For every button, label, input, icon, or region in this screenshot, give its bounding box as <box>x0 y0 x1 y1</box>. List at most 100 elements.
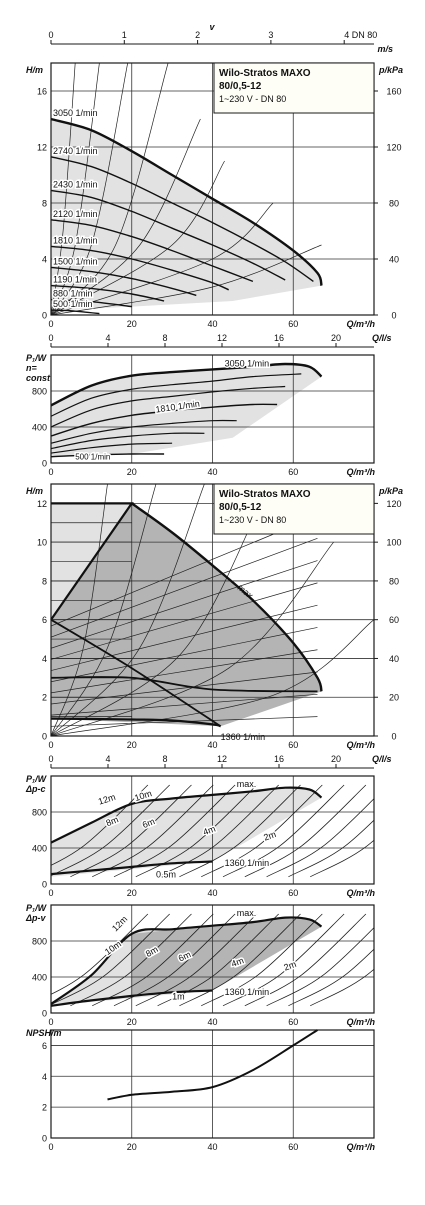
system-curve <box>51 63 100 315</box>
speed-curve <box>50 309 100 315</box>
speed-curve <box>50 245 229 291</box>
contour-line <box>51 913 170 1006</box>
x-tick-label: 20 <box>127 1017 137 1027</box>
x-tick-label: 40 <box>207 467 217 477</box>
power-curve-label: 3050 1/min <box>225 359 270 369</box>
power-curve-label: 12m <box>110 914 129 933</box>
v-scale-title: v <box>209 22 215 32</box>
y-tick-label: 0 <box>42 459 47 469</box>
legend-title: Wilo-Stratos MAXO <box>219 489 311 500</box>
y-tick-label: 16 <box>37 87 47 97</box>
y-axis-title: P₁/W <box>26 353 48 363</box>
q-ls-scale-tick-label: 4 <box>105 754 110 764</box>
speed-curve <box>50 189 286 281</box>
y-tick-label: 0 <box>42 311 47 321</box>
y-axis-subtitle: const <box>26 373 51 383</box>
power-curve <box>50 419 237 444</box>
power-curve <box>50 362 323 407</box>
legend-subtitle: 1~230 V - DN 80 <box>219 94 286 104</box>
q-ls-scale-tick-label: 4 <box>105 333 110 343</box>
power-curve-label: 500 1/min <box>75 452 110 461</box>
legend-box <box>213 483 375 535</box>
speed-curve <box>50 117 323 286</box>
power-curve <box>50 403 278 437</box>
y-right-tick-label: 120 <box>386 499 401 509</box>
power-curve-label: 12m <box>97 792 117 807</box>
y-tick-label: 0 <box>42 880 47 890</box>
legend-title: Wilo-Stratos MAXO <box>219 68 311 79</box>
power-curve <box>50 786 323 844</box>
q-ls-scale-tick-label: 16 <box>274 333 284 343</box>
speed-curve <box>50 284 165 302</box>
operating-range-fill <box>51 364 322 458</box>
y-right-tick-label: 0 <box>391 732 396 742</box>
dark-range-fill <box>131 917 322 996</box>
power-curve-label: 1m <box>172 992 185 1002</box>
x-axis-title: Q/m³/h <box>347 319 376 329</box>
y-axis-title: H/m <box>26 65 43 75</box>
x-tick-label: 0 <box>48 888 53 898</box>
speed-curve-label: 1500 1/min <box>53 256 98 266</box>
contour-line <box>288 819 374 878</box>
x-tick-label: 40 <box>207 1142 217 1152</box>
q-ls-scale-tick-label: 20 <box>331 754 341 764</box>
x-tick-label: 0 <box>48 1142 53 1152</box>
q-ls-scale-unit: Q/l/s <box>372 754 392 764</box>
y-tick-label: 0 <box>42 732 47 742</box>
power-curve-label: 2m <box>262 829 277 843</box>
y-tick-label: 400 <box>32 973 47 983</box>
dp-c-outline <box>50 676 318 693</box>
x-tick-label: 60 <box>288 888 298 898</box>
y-tick-label: 10 <box>37 538 47 548</box>
y-tick-label: 8 <box>42 576 47 586</box>
plot-frame <box>50 354 375 464</box>
speed-curve-label: 2740 1/min <box>53 146 98 156</box>
system-curve <box>51 63 129 315</box>
speed-curve <box>50 298 132 308</box>
system-curve <box>51 160 225 315</box>
contour-line <box>51 784 170 877</box>
dp-c-max-outline <box>50 502 134 621</box>
speed-curve <box>50 266 197 297</box>
contour-line <box>92 784 214 878</box>
y-right-tick-label: 40 <box>389 255 399 265</box>
q-ls-scale-tick-label: 8 <box>162 333 167 343</box>
min-curve-label: 1360 1/min <box>221 732 266 742</box>
speed-curve-label: 1190 1/min <box>53 275 97 285</box>
speed-curve-label: 500 1/min <box>53 299 93 309</box>
dp-v-line <box>51 604 318 671</box>
y-tick-label: 4 <box>42 654 47 664</box>
power-curve <box>50 860 213 876</box>
dp-v-line <box>51 560 318 649</box>
q-ls-scale-tick-label: 0 <box>48 333 53 343</box>
x-tick-label: 20 <box>127 740 137 750</box>
q-ls-scale-tick-label: 8 <box>162 754 167 764</box>
y-tick-label: 4 <box>42 255 47 265</box>
x-tick-label: 60 <box>288 1017 298 1027</box>
system-curve <box>51 541 334 736</box>
speed-curve-label: 3050 1/min <box>53 108 98 118</box>
y-tick-label: 4 <box>42 1072 47 1082</box>
npsh-curve <box>107 1029 319 1101</box>
v-scale-tick-label: 3 <box>268 30 273 40</box>
power-curve <box>50 916 323 1005</box>
contour-line <box>135 913 258 1007</box>
x-axis-title: Q/m³/h <box>347 888 376 898</box>
x-tick-label: 60 <box>288 467 298 477</box>
y-right-tick-label: 60 <box>389 615 399 625</box>
contour-line <box>51 913 149 995</box>
contour-line <box>222 784 345 878</box>
y-tick-label: 12 <box>37 143 47 153</box>
q-ls-scale-tick-label: 20 <box>331 333 341 343</box>
dp-v-min-outline <box>50 618 222 728</box>
system-curve <box>51 484 205 736</box>
x-tick-label: 0 <box>48 319 53 329</box>
y-axis-title: NPSH/m <box>26 1028 62 1038</box>
contour-line <box>179 913 301 1007</box>
speed-curve <box>50 156 314 282</box>
dp-v-line <box>51 649 318 694</box>
system-curve <box>51 63 76 315</box>
x-tick-label: 60 <box>288 740 298 750</box>
